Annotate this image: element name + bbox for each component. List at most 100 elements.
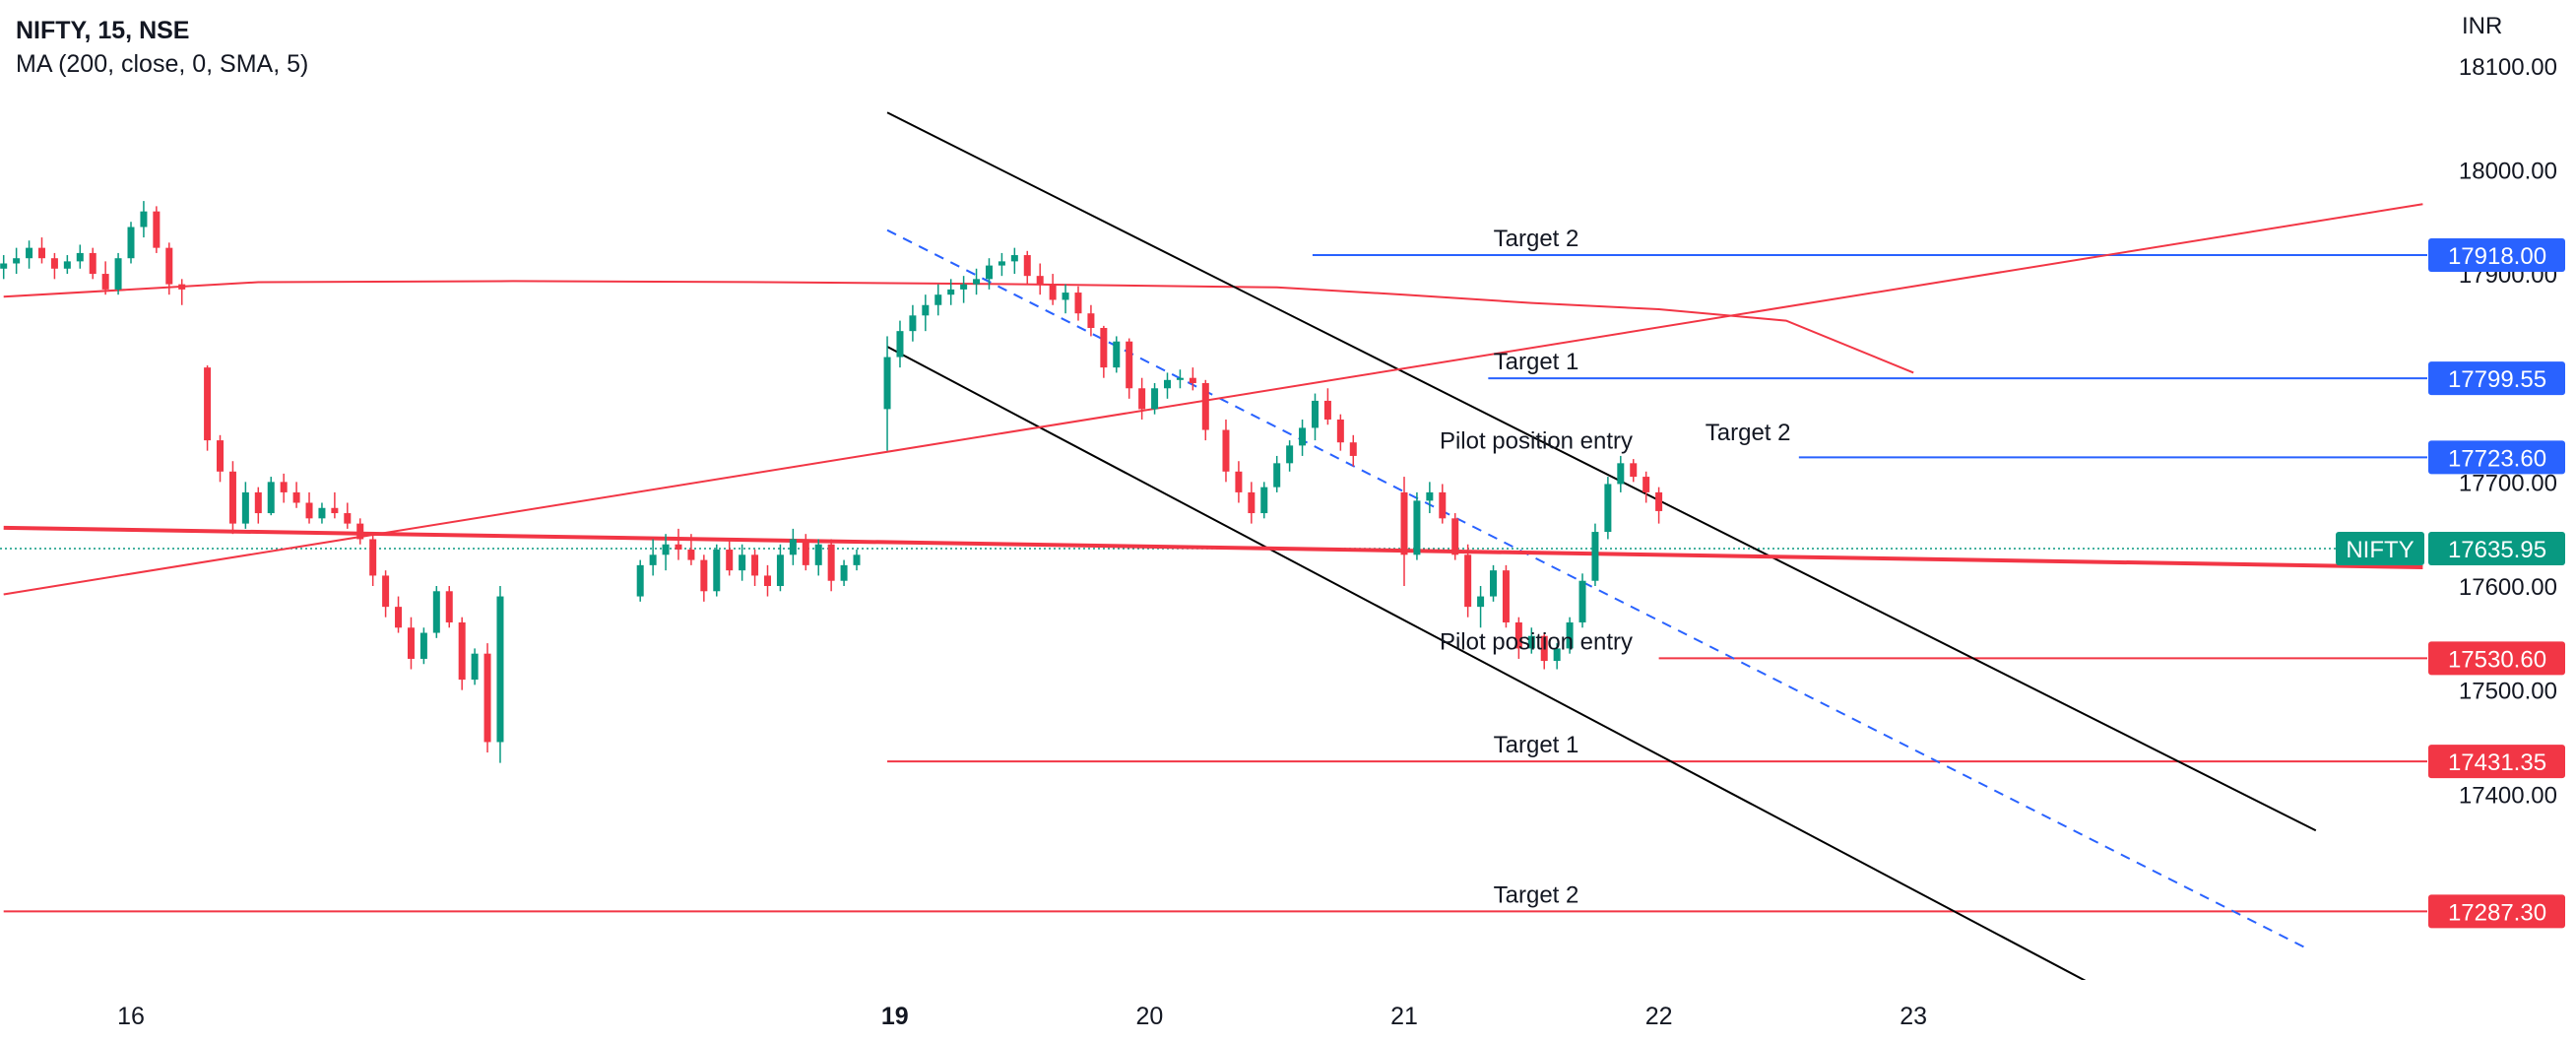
level-text: Pilot position entry (1440, 628, 1633, 655)
candle (1164, 372, 1172, 399)
candle (909, 304, 917, 342)
candle-body (1189, 377, 1196, 383)
level-text: Target 1 (1494, 349, 1579, 375)
candle-body (1578, 580, 1586, 622)
currency-label: INR (2462, 13, 2502, 39)
candle (0, 255, 8, 280)
candle-body (445, 591, 453, 622)
candle-body (922, 304, 930, 316)
symbol-sep-1: , (84, 17, 98, 44)
price-tick-label: 17700.00 (2459, 470, 2557, 496)
trendline-flat-support (3, 525, 2423, 569)
moving-average-line (3, 280, 1914, 374)
candle-body (1049, 284, 1057, 300)
text-layer: Target 2 Target 1 Pilot position entry Pilo… (1440, 226, 1791, 908)
candle (114, 252, 122, 295)
candle (254, 487, 262, 524)
time-tick-label: 23 (1900, 1003, 1927, 1030)
price-tick-label: 18000.00 (2459, 158, 2557, 184)
candle (395, 596, 403, 633)
candle (776, 544, 784, 592)
candle (331, 491, 339, 519)
candle-body (165, 247, 173, 285)
candle (1578, 573, 1586, 628)
candle (764, 564, 771, 597)
candle (1336, 414, 1344, 451)
candle-body (292, 491, 300, 503)
candle-body (496, 596, 504, 743)
candle-body (1201, 382, 1209, 430)
candle-body (458, 621, 466, 681)
candle-body (998, 261, 1005, 266)
candle-body (1222, 429, 1230, 472)
candle-body (140, 211, 148, 228)
level-text: Target 1 (1494, 732, 1579, 758)
candle (471, 648, 479, 685)
candle-body (1642, 477, 1650, 492)
candle (973, 268, 981, 295)
time-axis[interactable]: 16192021222326272829 (0, 980, 2576, 1042)
candle (432, 586, 440, 638)
candle (458, 617, 466, 690)
candle-body (369, 539, 377, 576)
symbol-interval[interactable]: 15 (97, 17, 126, 44)
level-price-box (2428, 745, 2565, 779)
candle (840, 559, 848, 586)
candle (1540, 632, 1548, 670)
candle (1566, 617, 1574, 654)
symbol-exchange: NSE (139, 17, 190, 44)
price-axis[interactable]: INR17400.0017500.0017600.0017700.0017800… (2336, 0, 2576, 1042)
candle-body (1023, 255, 1031, 277)
candle (419, 627, 427, 665)
candle (853, 550, 861, 571)
candle (922, 294, 930, 332)
candle-body (382, 575, 390, 608)
candle (1222, 419, 1230, 483)
candle-body (1527, 635, 1535, 649)
candle-body (649, 554, 657, 565)
candle-body (960, 284, 968, 290)
candle (50, 252, 58, 280)
candle (318, 502, 326, 524)
candle (1189, 367, 1196, 391)
candle (960, 276, 968, 303)
candle-body (1010, 255, 1018, 262)
candle-body (1464, 554, 1472, 608)
candle-body (1591, 532, 1599, 581)
candle-body (883, 357, 891, 410)
candle (1514, 617, 1522, 659)
candle (292, 482, 300, 508)
symbol-line: NIFTY, 15, NSE (16, 14, 308, 47)
candle-body (1566, 621, 1574, 649)
candle (789, 528, 797, 565)
candle (675, 528, 682, 560)
trendline-channel-upper (886, 111, 2317, 832)
candle-body (228, 471, 236, 524)
candle-body (713, 550, 721, 592)
level-price-box (2428, 238, 2565, 273)
candle-body (1126, 341, 1133, 389)
candle (165, 242, 173, 295)
candle (827, 539, 835, 592)
level-price-box (2428, 361, 2565, 396)
time-tick-label: 22 (1645, 1003, 1673, 1030)
indicator-legend[interactable]: MA (200, close, 0, SMA, 5) (16, 50, 309, 78)
time-tick-label: 20 (1135, 1003, 1163, 1030)
candle (280, 473, 288, 503)
candle-body (76, 252, 84, 262)
candle-body (1062, 293, 1069, 300)
symbol-name[interactable]: NIFTY (16, 17, 85, 44)
candle-body (1036, 276, 1044, 285)
candle-body (204, 367, 212, 441)
candle-body (985, 265, 993, 280)
candle (1311, 393, 1319, 441)
candle-body (1617, 463, 1625, 485)
candle-body (50, 258, 58, 269)
current-symbol-label: NIFTY (2346, 537, 2414, 563)
level-price-box (2428, 894, 2565, 929)
candle-body (178, 284, 186, 290)
level-price-label: 17287.30 (2448, 899, 2546, 926)
candle (1553, 643, 1561, 670)
